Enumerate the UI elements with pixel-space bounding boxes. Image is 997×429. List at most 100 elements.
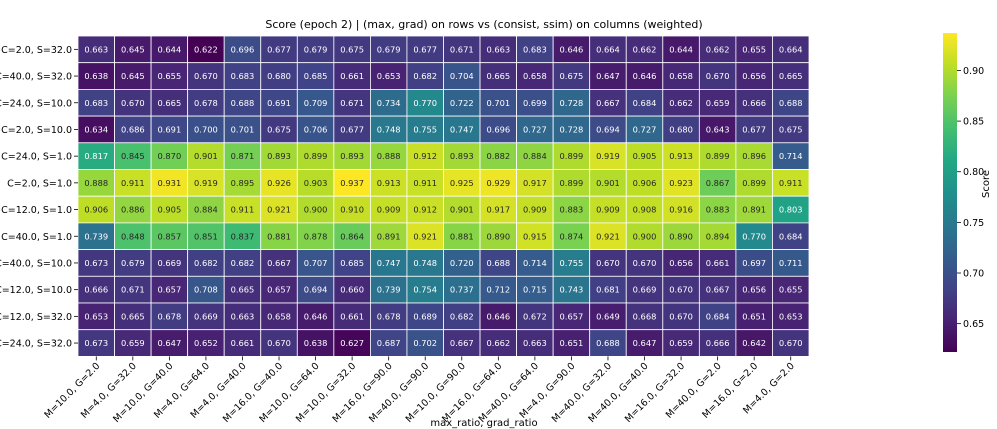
cell-value-label: 0.755 <box>413 124 437 134</box>
cell-value-label: 0.670 <box>669 311 693 321</box>
heatmap-cell <box>369 89 408 117</box>
cell-value-label: 0.663 <box>486 44 510 54</box>
heatmap-cell <box>625 35 664 64</box>
cell-value-label: 0.894 <box>706 231 730 241</box>
cell-value-label: 0.667 <box>450 338 474 348</box>
cell-value-label: 0.895 <box>231 178 255 188</box>
heatmap-cell <box>77 115 115 144</box>
cell-value-label: 0.912 <box>413 205 437 215</box>
cell-value-label: 0.658 <box>523 71 547 81</box>
x-tick-labels: M=10.0, G=2.0M=4.0, G=32.0M=10.0, G=40.0… <box>42 356 797 425</box>
heatmap-cell <box>735 35 773 64</box>
cell-value-label: 0.663 <box>231 311 255 321</box>
heatmap-cell <box>479 329 517 357</box>
y-tick-label: C=12.0, S=32.0 <box>0 312 72 323</box>
heatmap-cell <box>698 35 737 64</box>
heatmap-cell <box>260 195 298 224</box>
cell-value-label: 0.638 <box>304 338 328 348</box>
heatmap-cell <box>589 222 627 250</box>
cell-value-label: 0.646 <box>560 44 584 54</box>
cell-value-label: 0.664 <box>596 44 620 54</box>
cell-value-label: 0.645 <box>121 44 145 54</box>
cell-value-label: 0.670 <box>194 71 218 81</box>
heatmap-cell <box>735 249 773 277</box>
cell-value-label: 0.929 <box>486 178 510 188</box>
cell-value-label: 0.675 <box>340 44 364 54</box>
cell-value-label: 0.681 <box>596 285 620 295</box>
cell-value-label: 0.901 <box>450 205 474 215</box>
chart-title: Score (epoch 2) | (max, grad) on rows vs… <box>265 18 702 31</box>
heatmap-cell <box>223 142 262 170</box>
heatmap-cell <box>516 89 554 117</box>
cell-value-label: 0.682 <box>194 258 218 268</box>
cell-value-label: 0.683 <box>84 98 108 108</box>
heatmap-cell <box>662 35 700 64</box>
cell-value-label: 0.645 <box>121 71 145 81</box>
heatmap-cell <box>333 62 371 90</box>
cell-value-label: 0.908 <box>633 205 657 215</box>
cell-value-label: 0.748 <box>377 124 401 134</box>
heatmap-cell <box>698 195 737 224</box>
heatmap-cell <box>662 302 700 331</box>
heatmap-cell <box>150 142 189 170</box>
cell-value-label: 0.923 <box>669 178 693 188</box>
cell-value-label: 0.653 <box>779 311 803 321</box>
y-tick-label: C=24.0, S=1.0 <box>1 152 72 163</box>
heatmap-cell <box>114 249 152 277</box>
cell-value-label: 0.884 <box>523 151 547 161</box>
cell-value-label: 0.715 <box>523 285 547 295</box>
cell-value-label: 0.899 <box>742 178 766 188</box>
cell-value-label: 0.919 <box>596 151 620 161</box>
cell-value-label: 0.670 <box>121 98 145 108</box>
heatmap-cell <box>479 115 517 144</box>
heatmap-cell <box>260 329 298 357</box>
cell-value-label: 0.661 <box>706 258 730 268</box>
cell-value-label: 0.665 <box>231 285 255 295</box>
heatmap-cell <box>735 142 773 170</box>
cell-value-label: 0.656 <box>742 71 766 81</box>
cell-value-label: 0.803 <box>779 205 803 215</box>
cell-value-label: 0.651 <box>742 311 766 321</box>
cell-value-label: 0.672 <box>523 311 547 321</box>
x-axis-label: max_ratio, grad_ratio <box>430 418 537 429</box>
cell-value-label: 0.675 <box>560 71 584 81</box>
cell-value-label: 0.697 <box>742 258 766 268</box>
y-tick-label: C=40.0, S=1.0 <box>1 232 72 243</box>
heatmap-cell <box>625 329 664 357</box>
heatmap-cell <box>662 275 700 304</box>
heatmap-cell <box>296 195 335 224</box>
heatmap-cell <box>552 35 591 64</box>
cell-value-label: 0.707 <box>304 258 328 268</box>
cell-value-label: 0.848 <box>121 231 145 241</box>
heatmap-cell <box>479 302 517 331</box>
cell-value-label: 0.883 <box>706 205 730 215</box>
cell-value-label: 0.670 <box>706 71 730 81</box>
cell-value-label: 0.661 <box>340 311 364 321</box>
cell-value-label: 0.684 <box>779 231 803 241</box>
heatmap-cell <box>333 195 371 224</box>
heatmap-cell <box>735 115 773 144</box>
cell-value-label: 0.670 <box>669 285 693 295</box>
cell-value-label: 0.704 <box>450 71 474 81</box>
heatmap-cell <box>114 89 152 117</box>
heatmap-cell <box>114 62 152 90</box>
heatmap-cell <box>443 62 481 90</box>
heatmap-cell <box>296 302 335 331</box>
heatmap-cell <box>333 329 371 357</box>
cell-value-label: 0.884 <box>194 205 218 215</box>
cell-value-label: 0.678 <box>157 311 181 321</box>
cell-value-label: 0.696 <box>486 124 510 134</box>
cell-value-label: 0.896 <box>742 151 766 161</box>
cell-value-label: 0.909 <box>596 205 620 215</box>
cell-value-label: 0.754 <box>413 285 437 295</box>
cell-value-label: 0.893 <box>340 151 364 161</box>
cell-value-label: 0.881 <box>450 231 474 241</box>
heatmap-cell <box>77 249 115 277</box>
cell-value-label: 0.669 <box>157 258 181 268</box>
heatmap-cell <box>369 62 408 90</box>
cell-value-label: 0.911 <box>779 178 803 188</box>
cell-value-label: 0.899 <box>560 178 584 188</box>
cell-value-label: 0.888 <box>84 178 108 188</box>
cell-value-label: 0.652 <box>194 338 218 348</box>
heatmap-cell <box>114 329 152 357</box>
